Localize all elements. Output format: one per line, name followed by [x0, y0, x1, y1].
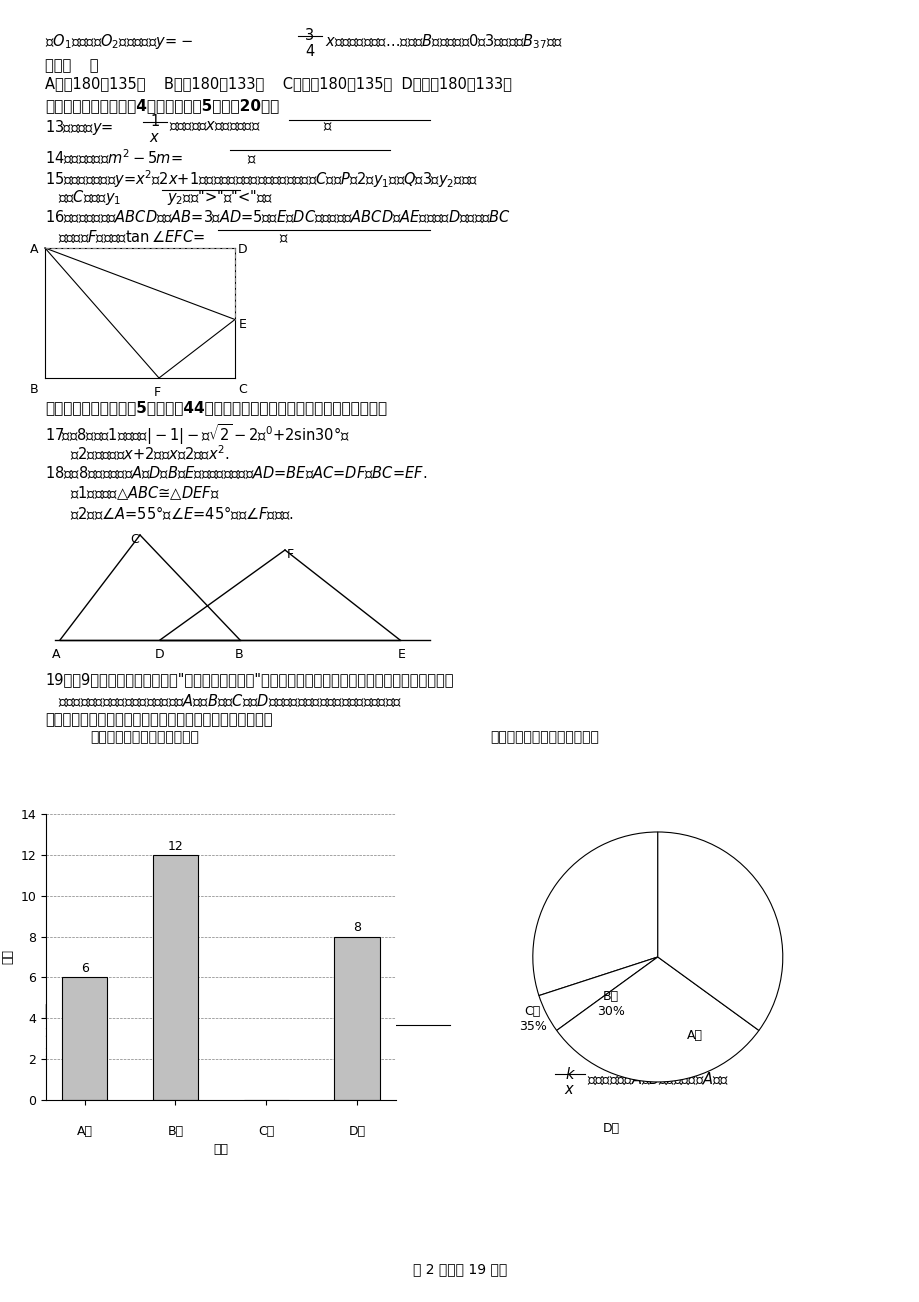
Text: 18．（8分）如图，点$A$、$D$、$B$、$E$在同一条直线上，$AD$=$BE$，$AC$=$DF$，$BC$=$EF$.: 18．（8分）如图，点$A$、$D$、$B$、$E$在同一条直线上，$AD$=$… — [45, 464, 426, 480]
Text: （2）若∠$A$=55°，∠$E$=45°，求∠$F$的度数.: （2）若∠$A$=55°，∠$E$=45°，求∠$F$的度数. — [70, 504, 293, 522]
Text: 两幅不完整的统计图．根据统计图中的信息解答下列问题：: 两幅不完整的统计图．根据统计图中的信息解答下列问题： — [45, 712, 272, 727]
Text: F: F — [287, 548, 294, 561]
Text: 第 2 页（共 19 页）: 第 2 页（共 19 页） — [413, 1262, 506, 1276]
Text: F: F — [153, 385, 161, 398]
Wedge shape — [556, 957, 758, 1082]
Text: 3: 3 — [305, 29, 314, 43]
Text: 19．（9分）某校为了解学生对"生命、生态与安全"课程的学习掌握情况，从八年级学生中随机抽取了: 19．（9分）某校为了解学生对"生命、生态与安全"课程的学习掌握情况，从八年级学… — [45, 672, 453, 687]
Text: D: D — [154, 648, 165, 661]
Text: （2）化简：（$x$+2）（$x$－2）－$x^2$.: （2）化简：（$x$+2）（$x$－2）－$x^2$. — [70, 444, 230, 464]
Text: 点$O_1$的对应点$O_2$也落在直线$y$= $-$: 点$O_1$的对应点$O_2$也落在直线$y$= $-$ — [45, 33, 194, 51]
X-axis label: 等级: 等级 — [213, 1143, 228, 1156]
Text: 的图象相交于$A$、$B$两点，其中点$A$的坐: 的图象相交于$A$、$B$两点，其中点$A$的坐 — [586, 1070, 729, 1087]
Text: （1）本次抽样测试的学生人数是           ；: （1）本次抽样测试的学生人数是 ； — [45, 1003, 236, 1017]
Text: A．（180，135）    B．（180，133）    C．（－180，135）  D．（－180，133）: A．（180，135） B．（180，133） C．（－180，135） D．（… — [45, 76, 511, 91]
Text: 中，自变量$x$的取值范围是              ．: 中，自变量$x$的取值范围是 ． — [169, 118, 333, 133]
Wedge shape — [657, 832, 782, 1030]
Text: $x$: $x$ — [149, 130, 161, 145]
Text: C: C — [238, 383, 246, 396]
Text: $x$: $x$ — [564, 1082, 575, 1098]
Text: 14．分解因式：$m^2-5m$=              ．: 14．分解因式：$m^2-5m$= ． — [45, 148, 256, 168]
Bar — [62, 978, 108, 1100]
Y-axis label: 人数: 人数 — [2, 949, 15, 965]
Text: A级: A级 — [686, 1029, 702, 1042]
Text: C级
35%: C级 35% — [518, 1005, 546, 1034]
Text: A: A — [30, 243, 39, 256]
Text: B级
30%: B级 30% — [596, 990, 624, 1018]
Wedge shape — [539, 957, 657, 1030]
Text: 1: 1 — [150, 115, 160, 129]
Text: 部分学生进行综合测试．测试结果分为$A$级、$B$级、$C$级、$D$级四个等级，并将测试结果绘制成了如下: 部分学生进行综合测试．测试结果分为$A$级、$B$级、$C$级、$D$级四个等级… — [58, 691, 402, 708]
Wedge shape — [532, 832, 657, 996]
Text: 17．（8分）（1）计算：$|-1|-$（$\sqrt{2}-2$）$^0$+2sin30°；: 17．（8分）（1）计算：$|-1|-$（$\sqrt{2}-2$）$^0$+2… — [45, 422, 350, 447]
Text: 标为（    ）: 标为（ ） — [45, 59, 98, 73]
Text: $x$上，如此下去，…，若点$B$的坐标为（0，3），则点$B_{37}$的坐: $x$上，如此下去，…，若点$B$的坐标为（0，3），则点$B_{37}$的坐 — [324, 33, 562, 51]
Text: E: E — [239, 318, 246, 331]
Text: （3）该校八年级共有学生600人，如果全部参加这次测试，测试成绩为$A$级的学生大约有多少人？: （3）该校八年级共有学生600人，如果全部参加这次测试，测试成绩为$A$级的学生… — [45, 1042, 386, 1059]
Bar — [334, 936, 380, 1100]
Text: $k$: $k$ — [564, 1066, 575, 1082]
Text: 学生综合测试等级条形统计图: 学生综合测试等级条形统计图 — [90, 730, 199, 743]
Text: B: B — [30, 383, 39, 396]
Text: 15．已知二次函数$y$=$x^2$－$2x$+1的图象向左平移两个单位得到抛物线$C$，点$P$（2，$y_1$），$Q$（3，$y_2$）在抛: 15．已知二次函数$y$=$x^2$－$2x$+1的图象向左平移两个单位得到抛物… — [45, 168, 478, 190]
Text: 物线$C$上，则$y_1$          $y_2$（填">"或"<"）．: 物线$C$上，则$y_1$ $y_2$（填">"或"<"）． — [58, 187, 273, 207]
Text: 4: 4 — [305, 44, 314, 59]
Text: 8: 8 — [353, 922, 360, 935]
Text: 边上的点$F$处，那么$\tan\angle EFC$=                ．: 边上的点$F$处，那么$\tan\angle EFC$= ． — [58, 228, 289, 245]
Text: （1）求证：△$ABC$≅△$DEF$；: （1）求证：△$ABC$≅△$DEF$； — [70, 484, 220, 501]
Text: B: B — [234, 648, 244, 661]
Text: 16．如图，在矩形$ABCD$中，$AB$=3，$AD$=5，点$E$在$DC$上，将矩形$ABCD$沿$AE$折叠，点$D$恰好落在$BC$: 16．如图，在矩形$ABCD$中，$AB$=3，$AD$=5，点$E$在$DC$… — [45, 208, 510, 225]
Text: E: E — [398, 648, 405, 661]
Text: 6: 6 — [81, 962, 88, 975]
Text: D级: D级 — [602, 1122, 618, 1135]
Text: 三、解答题（本大题共5小题，共44分，解答应写出必要的文字说明或推演步骤）: 三、解答题（本大题共5小题，共44分，解答应写出必要的文字说明或推演步骤） — [45, 400, 387, 415]
Text: 二、填空题（本大题共4小题，每小题5分，共20分）: 二、填空题（本大题共4小题，每小题5分，共20分） — [45, 98, 279, 113]
Text: 13．在函数$y$=: 13．在函数$y$= — [45, 118, 113, 137]
Text: 12: 12 — [167, 840, 183, 853]
Text: D: D — [238, 243, 247, 256]
Text: 学生综合测试等级条形扇形图: 学生综合测试等级条形扇形图 — [490, 730, 598, 743]
Text: A: A — [52, 648, 61, 661]
Text: 20．（9分）如图，一次函数$y$=$ax$+$b$的图象与反比例函数$y$=: 20．（9分）如图，一次函数$y$=$ax$+$b$的图象与反比例函数$y$= — [45, 1070, 299, 1088]
Text: （2）扇形统计图中表示$D$级的扇形圆心角的度数是           ，并把条形统计图补充完整；: （2）扇形统计图中表示$D$级的扇形圆心角的度数是 ，并把条形统计图补充完整； — [45, 1022, 368, 1039]
Text: C: C — [130, 533, 139, 546]
Bar — [153, 854, 198, 1100]
